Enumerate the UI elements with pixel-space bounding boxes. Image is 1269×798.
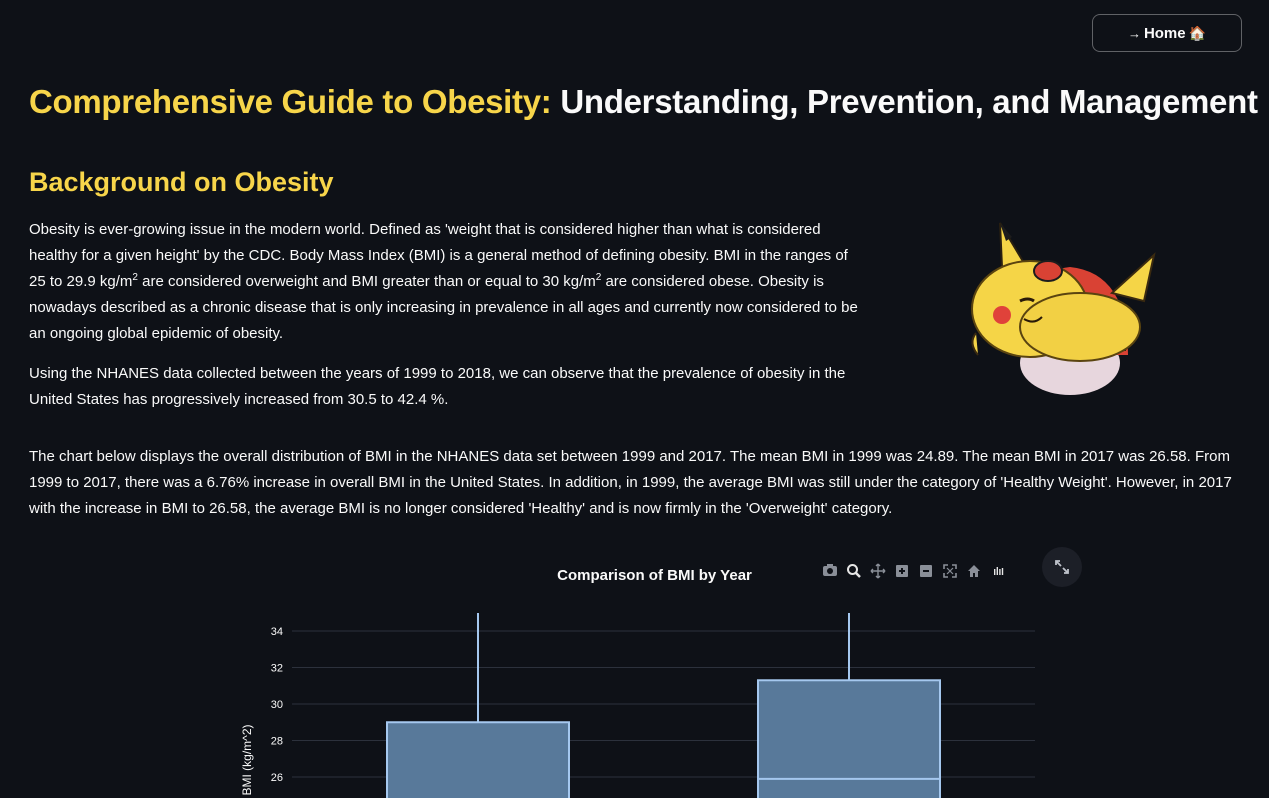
- box-body: [386, 721, 570, 798]
- chart-modebar: [818, 563, 1010, 581]
- nhanes-paragraph: Using the NHANES data collected between …: [29, 365, 846, 408]
- pikachu-pokeball-image: [971, 222, 1156, 395]
- reset-axes-icon[interactable]: [962, 563, 986, 581]
- paragraph-text: Obesity is ever-growing issue in the mod…: [29, 221, 848, 290]
- page-title-highlight: Comprehensive Guide to Obesity:: [29, 83, 552, 120]
- autoscale-icon[interactable]: [938, 563, 962, 581]
- box-2: [757, 613, 941, 798]
- pan-icon[interactable]: [866, 563, 890, 581]
- superscript: 2: [595, 272, 602, 283]
- house-icon: 🏠: [1188, 24, 1207, 41]
- expand-icon: [1055, 560, 1069, 574]
- y-tick-label: 34: [271, 626, 283, 638]
- arrow-right-icon: →: [1127, 25, 1141, 41]
- y-tick-label: 28: [271, 736, 283, 748]
- zoom-out-icon[interactable]: [914, 563, 938, 581]
- zoom-in-icon[interactable]: [890, 563, 914, 581]
- page-title: Comprehensive Guide to Obesity: Understa…: [29, 83, 1258, 121]
- superscript: 2: [132, 272, 138, 283]
- section-heading: Background on Obesity: [29, 167, 334, 197]
- y-tick-label: 32: [271, 663, 283, 675]
- chart-description-paragraph: The chart below displays the overall dis…: [29, 448, 1232, 517]
- y-tick-label: 30: [271, 699, 283, 711]
- paragraph-text: are considered obese. Obesity is nowaday…: [29, 273, 858, 342]
- camera-icon[interactable]: [818, 563, 842, 581]
- box-body: [757, 679, 941, 798]
- y-axis-label: BMI (kg/m^2): [240, 725, 254, 796]
- page-title-rest: Understanding, Prevention, and Managemen…: [551, 83, 1258, 120]
- y-tick-label: 26: [271, 772, 283, 784]
- box-1: [386, 613, 570, 798]
- zoom-icon[interactable]: [842, 563, 866, 581]
- chart-title: Comparison of BMI by Year: [557, 567, 752, 584]
- plotly-logo-icon[interactable]: [986, 563, 1010, 581]
- home-button-label: Home: [1143, 24, 1186, 42]
- paragraph-text: are considered overweight and BMI greate…: [137, 273, 596, 290]
- background-paragraph: Obesity is ever-growing issue in the mod…: [29, 217, 859, 347]
- home-button[interactable]: → Home 🏠: [1092, 14, 1242, 52]
- fullscreen-button[interactable]: [1042, 547, 1082, 587]
